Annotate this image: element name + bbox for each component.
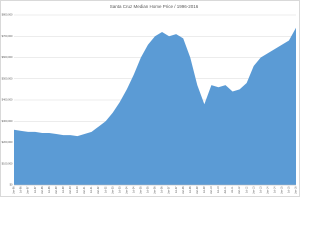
- y-tick-label: $700,000: [2, 34, 13, 38]
- x-tick-label: Jan-97: [27, 186, 30, 194]
- y-tick-label: $100,000: [2, 161, 13, 165]
- x-tick-label: Jul-15: [288, 186, 291, 193]
- y-tick-label: $0: [10, 183, 13, 187]
- x-tick-label: Jan-04: [125, 186, 128, 194]
- x-tick-label: Jan-98: [41, 186, 44, 194]
- x-tick-label: Jul-12: [245, 186, 248, 193]
- x-tick-label: Jan-15: [281, 186, 284, 194]
- x-tick-label: Jan-01: [83, 186, 86, 194]
- x-tick-label: Jan-05: [140, 186, 143, 194]
- y-tick-label: $800,000: [2, 13, 13, 17]
- x-tick-label: Jan-10: [210, 186, 213, 194]
- x-tick-label: Jul-08: [189, 186, 192, 193]
- x-tick-label: Jul-07: [175, 186, 178, 193]
- x-tick-label: Jul-99: [62, 186, 65, 193]
- x-tick-label: Jul-96: [20, 186, 23, 193]
- x-tick-label: Jul-10: [217, 186, 220, 193]
- x-tick-label: Jul-02: [104, 186, 107, 193]
- x-tick-label: Jan-09: [196, 186, 199, 194]
- x-tick-label: Jan-07: [168, 186, 171, 194]
- x-tick-label: Jan-08: [182, 186, 185, 194]
- x-tick-label: Jul-05: [147, 186, 150, 193]
- chart-title: Santa Cruz Median Home Price / 1996-2016: [110, 4, 199, 9]
- y-tick-label: $500,000: [2, 76, 13, 80]
- x-tick-label: Jan-13: [252, 186, 255, 194]
- y-tick-label: $400,000: [2, 98, 13, 102]
- x-tick-label: Jan-96: [13, 186, 16, 194]
- x-tick-label: Jan-02: [97, 186, 100, 194]
- x-tick-label: Jul-01: [90, 186, 93, 193]
- x-tick-label: Jan-99: [55, 186, 58, 194]
- x-tick-label: Jan-11: [224, 186, 227, 194]
- x-tick-label: Jul-13: [259, 186, 262, 193]
- x-tick-label: Jul-00: [76, 186, 79, 193]
- x-tick-label: Jul-14: [273, 186, 276, 193]
- x-tick-label: Jul-98: [48, 186, 51, 193]
- x-tick-label: Jul-03: [118, 186, 121, 193]
- y-tick-label: $600,000: [2, 55, 13, 59]
- y-tick-label: $300,000: [2, 119, 13, 123]
- x-tick-label: Jan-12: [238, 186, 241, 194]
- x-tick-label: Jul-97: [34, 186, 37, 193]
- x-tick-label: Jul-04: [132, 186, 135, 193]
- x-tick-label: Jul-11: [231, 186, 234, 193]
- x-tick-label: Jan-00: [69, 186, 72, 194]
- chart: Santa Cruz Median Home Price / 1996-2016…: [0, 0, 300, 197]
- area: [14, 27, 296, 185]
- x-tick-label: Jul-09: [203, 186, 206, 193]
- x-tick-label: Jan-14: [266, 186, 269, 194]
- x-tick-label: Jan-16: [295, 186, 298, 194]
- x-tick-label: Jul-06: [161, 186, 164, 193]
- x-tick-label: Jan-06: [154, 186, 157, 194]
- x-tick-label: Jan-03: [111, 186, 114, 194]
- y-tick-label: $200,000: [2, 140, 13, 144]
